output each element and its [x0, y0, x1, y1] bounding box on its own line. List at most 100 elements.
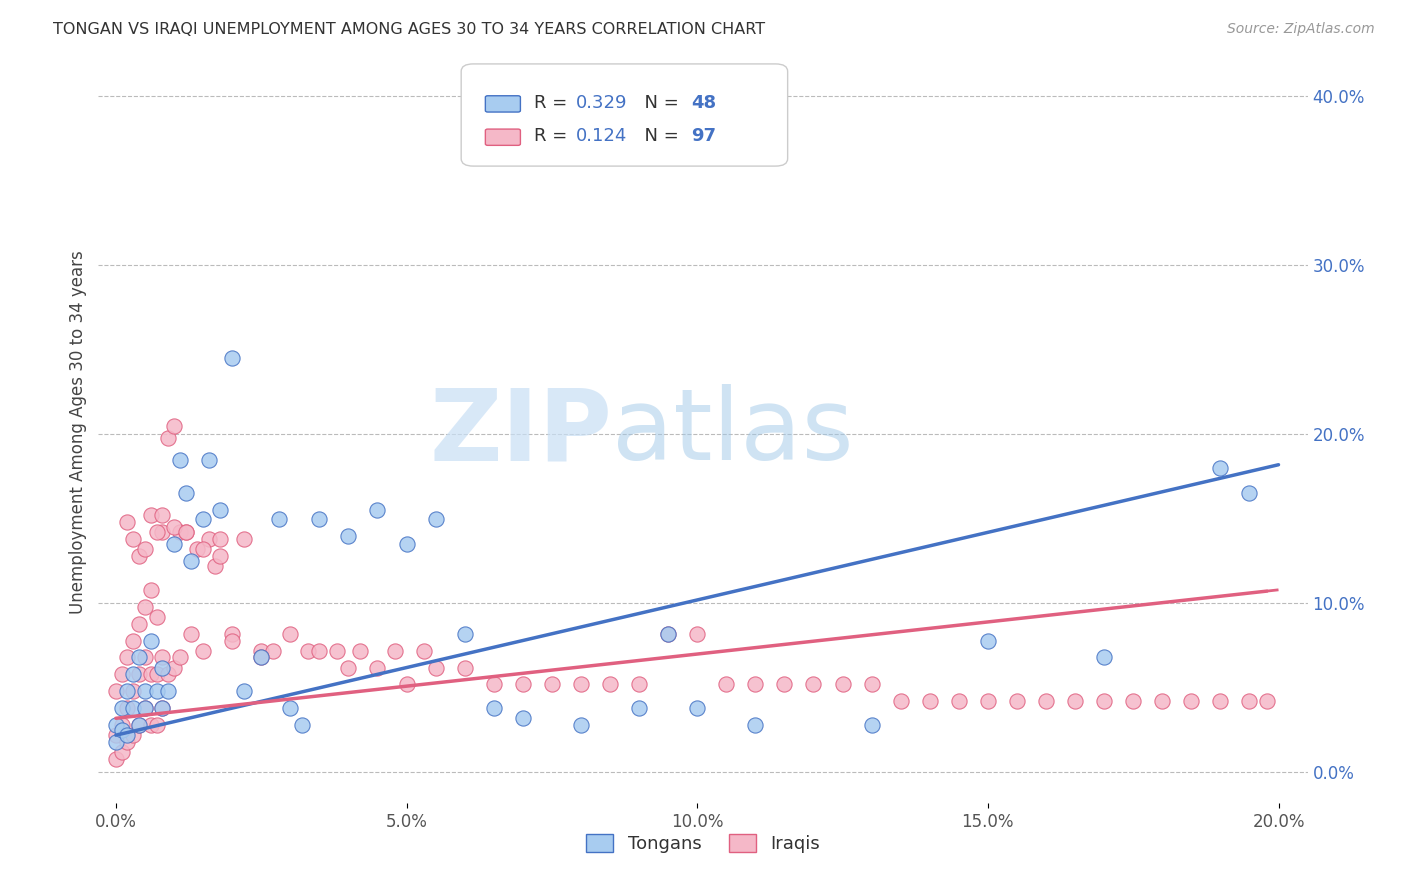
Text: 48: 48: [690, 95, 716, 112]
Point: [250, 650, 273, 665]
Point: [1239, 694, 1261, 708]
Point: [169, 650, 191, 665]
Point: [174, 525, 197, 540]
FancyBboxPatch shape: [461, 64, 787, 166]
Point: [773, 677, 796, 691]
Point: [139, 633, 162, 648]
Point: [134, 650, 156, 665]
Point: [117, 735, 139, 749]
Point: [1256, 694, 1278, 708]
Point: [209, 532, 232, 546]
Point: [198, 452, 221, 467]
Point: [686, 701, 709, 715]
Point: [111, 667, 134, 681]
Point: [150, 660, 173, 674]
Point: [157, 667, 180, 681]
Point: [977, 694, 1000, 708]
Point: [744, 677, 766, 691]
Point: [104, 718, 127, 732]
Point: [831, 677, 853, 691]
Point: [174, 486, 197, 500]
Point: [128, 616, 150, 631]
Point: [111, 745, 134, 759]
Point: [716, 677, 738, 691]
Point: [308, 512, 330, 526]
Point: [128, 718, 150, 732]
Point: [977, 633, 1000, 648]
Text: Source: ZipAtlas.com: Source: ZipAtlas.com: [1227, 22, 1375, 37]
Point: [122, 532, 145, 546]
Point: [174, 525, 197, 540]
Point: [180, 627, 202, 641]
Point: [139, 582, 162, 597]
Point: [163, 520, 186, 534]
Point: [117, 701, 139, 715]
Point: [384, 643, 406, 657]
Point: [180, 554, 202, 568]
Y-axis label: Unemployment Among Ages 30 to 34 years: Unemployment Among Ages 30 to 34 years: [69, 251, 87, 615]
Point: [128, 718, 150, 732]
Point: [134, 701, 156, 715]
Point: [1152, 694, 1174, 708]
Point: [453, 660, 475, 674]
Point: [150, 525, 173, 540]
Point: [628, 677, 651, 691]
Point: [232, 532, 254, 546]
Text: R =: R =: [534, 95, 572, 112]
Point: [1209, 461, 1232, 475]
Text: atlas: atlas: [613, 384, 853, 481]
Point: [1092, 650, 1115, 665]
Point: [122, 701, 145, 715]
Point: [117, 728, 139, 742]
Point: [163, 537, 186, 551]
Point: [599, 677, 621, 691]
Point: [111, 701, 134, 715]
Point: [128, 549, 150, 563]
Point: [686, 627, 709, 641]
Point: [204, 559, 226, 574]
Point: [134, 542, 156, 557]
Point: [1092, 694, 1115, 708]
Point: [209, 503, 232, 517]
Point: [569, 718, 592, 732]
Point: [278, 627, 301, 641]
Point: [221, 627, 243, 641]
FancyBboxPatch shape: [485, 95, 520, 112]
Point: [139, 508, 162, 523]
Text: ZIP: ZIP: [429, 384, 613, 481]
Point: [326, 643, 349, 657]
Point: [157, 684, 180, 698]
Point: [198, 532, 221, 546]
Point: [104, 735, 127, 749]
Point: [145, 667, 167, 681]
Point: [278, 701, 301, 715]
Point: [145, 684, 167, 698]
Point: [262, 643, 284, 657]
Point: [1035, 694, 1057, 708]
Point: [117, 650, 139, 665]
Point: [395, 537, 418, 551]
Point: [122, 728, 145, 742]
Point: [191, 643, 214, 657]
Point: [860, 677, 883, 691]
Point: [122, 633, 145, 648]
Point: [104, 728, 127, 742]
Point: [395, 677, 418, 691]
Point: [186, 542, 208, 557]
Text: TONGAN VS IRAQI UNEMPLOYMENT AMONG AGES 30 TO 34 YEARS CORRELATION CHART: TONGAN VS IRAQI UNEMPLOYMENT AMONG AGES …: [53, 22, 765, 37]
Point: [349, 643, 371, 657]
Text: 97: 97: [690, 128, 716, 145]
Point: [250, 650, 273, 665]
Point: [297, 643, 319, 657]
Point: [540, 677, 562, 691]
Point: [425, 512, 447, 526]
Point: [482, 677, 505, 691]
Point: [1122, 694, 1144, 708]
Point: [134, 684, 156, 698]
Point: [169, 452, 191, 467]
Point: [657, 627, 679, 641]
Point: [163, 660, 186, 674]
Point: [150, 650, 173, 665]
Point: [122, 684, 145, 698]
Text: N =: N =: [633, 128, 685, 145]
